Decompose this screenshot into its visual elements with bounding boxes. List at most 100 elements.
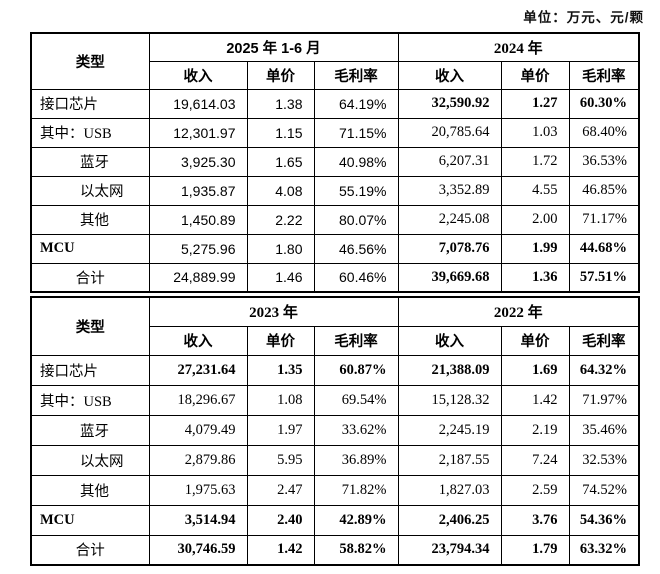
col-header-unit-price: 单价 xyxy=(500,60,570,90)
gross-margin-value: 60.30% xyxy=(568,88,640,119)
unit-price-value: 1.72 xyxy=(500,146,570,177)
unit-price-value: 1.35 xyxy=(246,354,315,386)
revenue-value: 2,406.25 xyxy=(397,504,502,536)
revenue-value: 4,079.49 xyxy=(148,414,248,446)
revenue-value: 2,245.08 xyxy=(397,204,502,235)
row-label: 蓝牙 xyxy=(30,414,150,446)
gross-margin-value: 55.19% xyxy=(313,175,399,206)
row-label: 其中：USB xyxy=(30,117,150,148)
revenue-value: 3,925.30 xyxy=(148,146,248,177)
gross-margin-value: 71.97% xyxy=(568,384,640,416)
col-header-unit-price: 单价 xyxy=(246,325,315,356)
row-label: MCU xyxy=(30,233,150,264)
unit-price-value: 1.42 xyxy=(500,384,570,416)
unit-price-value: 1.65 xyxy=(246,146,315,177)
gross-margin-value: 36.53% xyxy=(568,146,640,177)
revenue-value: 19,614.03 xyxy=(148,88,248,119)
type-column-header: 类型 xyxy=(30,32,150,90)
gross-margin-value: 68.40% xyxy=(568,117,640,148)
revenue-value: 1,935.87 xyxy=(148,175,248,206)
unit-price-value: 4.55 xyxy=(500,175,570,206)
table-row: 其中：USB 18,296.67 1.08 69.54% 15,128.32 1.42 71… xyxy=(30,384,640,416)
unit-price-value: 2.00 xyxy=(500,204,570,235)
type-column-header: 类型 xyxy=(30,296,150,356)
unit-price-value: 1.38 xyxy=(246,88,315,119)
period-header-2025h1: 2025 年 1-6 月 xyxy=(148,32,399,62)
revenue-value: 18,296.67 xyxy=(148,384,248,416)
col-header-gross-margin: 毛利率 xyxy=(568,325,640,356)
revenue-table-2025-2024: 类型 2025 年 1-6 月 2024 年 收入 单价 毛利率 收入 单价 毛… xyxy=(30,32,640,293)
revenue-value: 2,245.19 xyxy=(397,414,502,446)
gross-margin-value: 46.56% xyxy=(313,233,399,264)
revenue-value: 3,514.94 xyxy=(148,504,248,536)
unit-price-value: 1.36 xyxy=(500,262,570,293)
gross-margin-value: 71.17% xyxy=(568,204,640,235)
unit-price-value: 1.42 xyxy=(246,534,315,566)
table-row: MCU 5,275.96 1.80 46.56% 7,078.76 1.99 44.68% xyxy=(30,233,640,264)
table-row: 其他 1,450.89 2.22 80.07% 2,245.08 2.00 71.17% xyxy=(30,204,640,235)
row-label: MCU xyxy=(30,504,150,536)
gross-margin-value: 46.85% xyxy=(568,175,640,206)
row-label: 以太网 xyxy=(30,444,150,476)
revenue-value: 1,450.89 xyxy=(148,204,248,235)
col-header-revenue: 收入 xyxy=(148,325,248,356)
unit-price-value: 2.19 xyxy=(500,414,570,446)
revenue-table-2023-2022: 类型 2023 年 2022 年 收入 单价 毛利率 收入 单价 毛利率 接口芯… xyxy=(30,296,640,566)
table-row: 蓝牙 3,925.30 1.65 40.98% 6,207.31 1.72 36.53% xyxy=(30,146,640,177)
row-label: 其他 xyxy=(30,204,150,235)
row-label: 接口芯片 xyxy=(30,354,150,386)
unit-price-value: 3.76 xyxy=(500,504,570,536)
period-header-row: 类型 2023 年 2022 年 xyxy=(30,296,640,356)
revenue-value: 1,975.63 xyxy=(148,474,248,506)
table-row: 合计 30,746.59 1.42 58.82% 23,794.34 1.79 63.32% xyxy=(30,534,640,566)
col-header-unit-price: 单价 xyxy=(246,60,315,90)
period-header-row: 类型 2025 年 1-6 月 2024 年 xyxy=(30,32,640,90)
revenue-value: 30,746.59 xyxy=(148,534,248,566)
gross-margin-value: 60.46% xyxy=(313,262,399,293)
period-header-2024: 2024 年 xyxy=(397,32,640,62)
period-header-2022: 2022 年 xyxy=(397,296,640,327)
revenue-value: 5,275.96 xyxy=(148,233,248,264)
col-header-revenue: 收入 xyxy=(397,60,502,90)
row-label: 合计 xyxy=(30,534,150,566)
revenue-value: 6,207.31 xyxy=(397,146,502,177)
gross-margin-value: 80.07% xyxy=(313,204,399,235)
table-row: 其他 1,975.63 2.47 71.82% 1,827.03 2.59 74.52% xyxy=(30,474,640,506)
revenue-value: 39,669.68 xyxy=(397,262,502,293)
table-row: 以太网 2,879.86 5.95 36.89% 2,187.55 7.24 32.53% xyxy=(30,444,640,476)
col-header-revenue: 收入 xyxy=(397,325,502,356)
table-row: 蓝牙 4,079.49 1.97 33.62% 2,245.19 2.19 35.46% xyxy=(30,414,640,446)
revenue-value: 2,879.86 xyxy=(148,444,248,476)
gross-margin-value: 42.89% xyxy=(313,504,399,536)
gross-margin-value: 64.19% xyxy=(313,88,399,119)
revenue-value: 1,827.03 xyxy=(397,474,502,506)
gross-margin-value: 33.62% xyxy=(313,414,399,446)
col-header-gross-margin: 毛利率 xyxy=(568,60,640,90)
revenue-value: 23,794.34 xyxy=(397,534,502,566)
revenue-value: 27,231.64 xyxy=(148,354,248,386)
unit-price-value: 1.08 xyxy=(246,384,315,416)
metric-header-row: 收入 单价 毛利率 收入 单价 毛利率 xyxy=(31,325,640,356)
gross-margin-value: 32.53% xyxy=(568,444,640,476)
unit-price-value: 1.79 xyxy=(500,534,570,566)
revenue-value: 24,889.99 xyxy=(148,262,248,293)
gross-margin-value: 44.68% xyxy=(568,233,640,264)
table-row: 接口芯片 19,614.03 1.38 64.19% 32,590.92 1.27 60.3… xyxy=(30,88,640,119)
gross-margin-value: 69.54% xyxy=(313,384,399,416)
unit-price-value: 2.47 xyxy=(246,474,315,506)
unit-price-value: 2.40 xyxy=(246,504,315,536)
period-header-2023: 2023 年 xyxy=(148,296,399,327)
col-header-gross-margin: 毛利率 xyxy=(313,60,399,90)
row-label: 其他 xyxy=(30,474,150,506)
metric-header-row: 收入 单价 毛利率 收入 单价 毛利率 xyxy=(31,60,640,90)
gross-margin-value: 54.36% xyxy=(568,504,640,536)
gross-margin-value: 64.32% xyxy=(568,354,640,386)
revenue-value: 20,785.64 xyxy=(397,117,502,148)
unit-price-value: 1.27 xyxy=(500,88,570,119)
unit-price-value: 1.46 xyxy=(246,262,315,293)
row-label: 其中：USB xyxy=(30,384,150,416)
unit-price-value: 5.95 xyxy=(246,444,315,476)
col-header-revenue: 收入 xyxy=(148,60,248,90)
revenue-value: 15,128.32 xyxy=(397,384,502,416)
